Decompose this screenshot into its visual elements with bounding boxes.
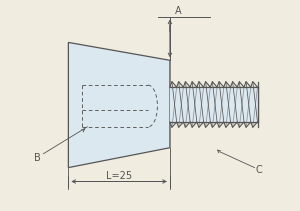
- Bar: [170, 87, 257, 122]
- Text: A: A: [175, 6, 181, 16]
- Text: C: C: [256, 165, 262, 174]
- Text: L=25: L=25: [106, 170, 132, 180]
- Text: B: B: [34, 153, 40, 163]
- Polygon shape: [68, 42, 170, 168]
